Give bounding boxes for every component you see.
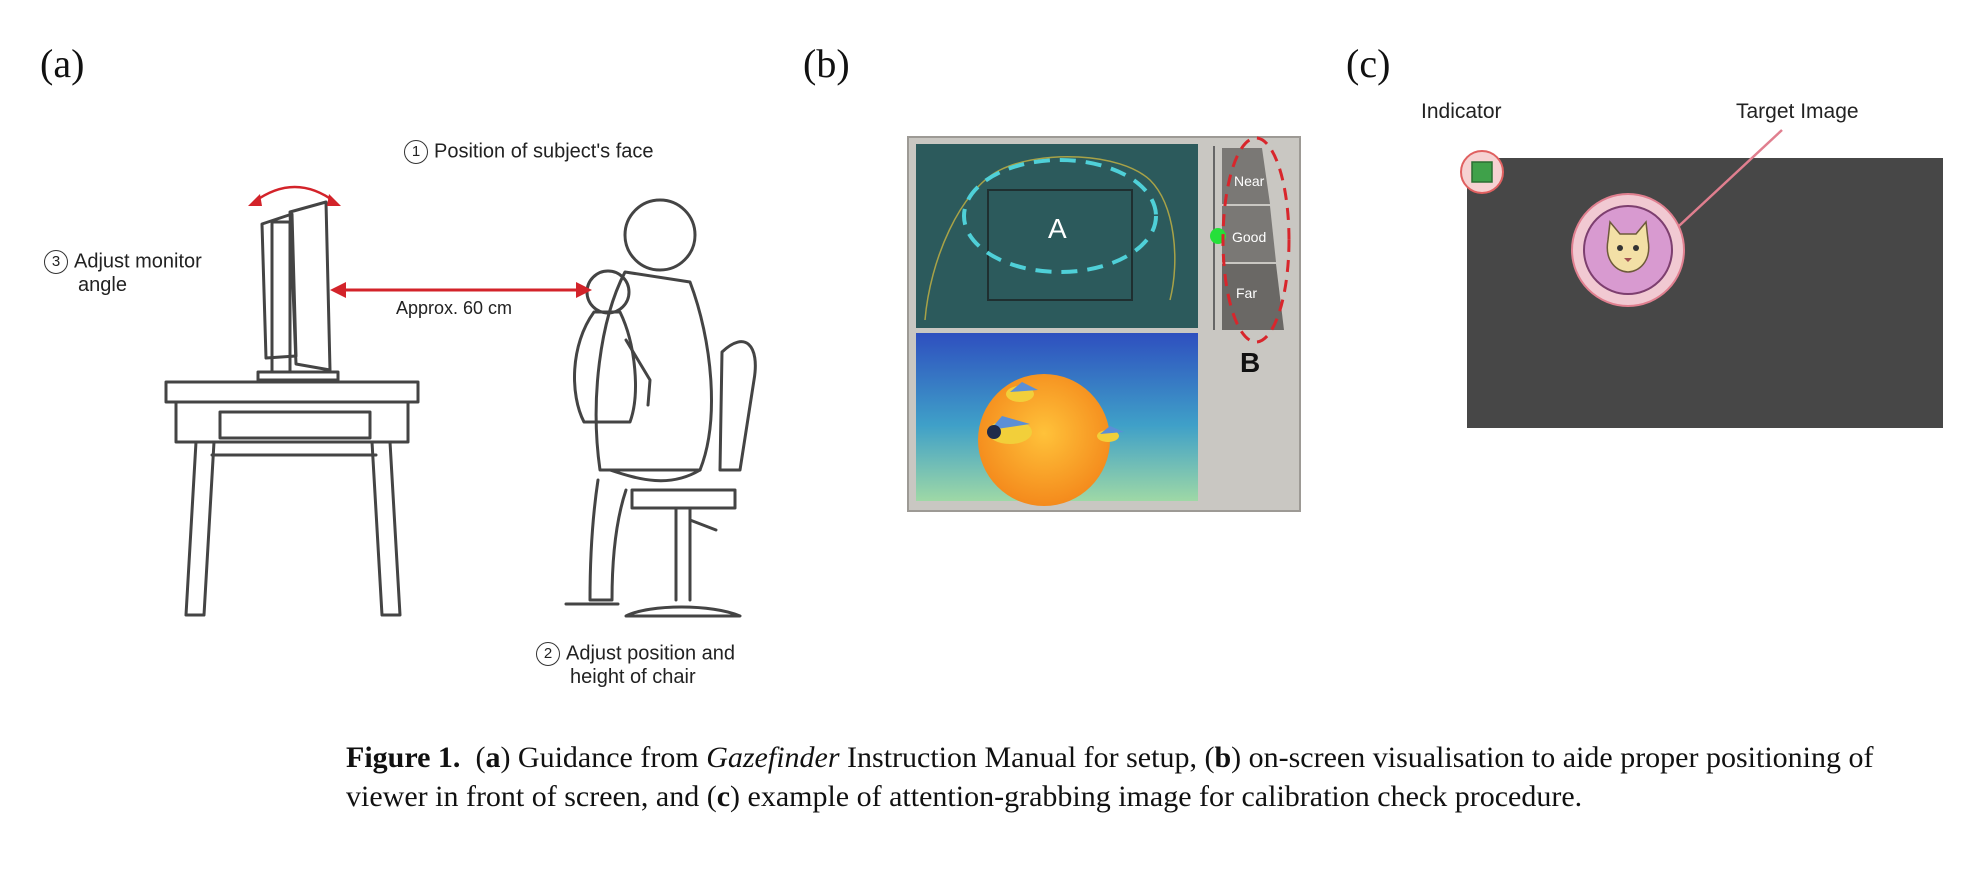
- step-2-annotation: 2 Adjust position and height of chair: [536, 642, 735, 689]
- b-scale-good-label: Good: [1232, 229, 1266, 245]
- c-target-label: Target Image: [1736, 100, 1859, 123]
- figure-caption: Figure 1. (a) Guidance from Gazefinder I…: [346, 741, 1874, 813]
- panel-b-label: (b): [803, 41, 850, 86]
- chair-back: [718, 340, 757, 472]
- b-scale-near-label: Near: [1234, 173, 1265, 189]
- desk-apron: [174, 400, 410, 444]
- desk-leg-left: [184, 440, 216, 617]
- b-face-outline: [924, 156, 1176, 321]
- b-target-ellipse: [962, 158, 1158, 274]
- step-2-line1: Adjust position and: [566, 642, 736, 665]
- b-area-b-label: B: [1240, 347, 1260, 378]
- b-scale-ellipse: [1221, 136, 1291, 344]
- desk-drawer: [218, 410, 372, 440]
- chair-lever: [688, 518, 718, 532]
- child-body: [573, 310, 637, 424]
- person-thigh: [608, 468, 702, 483]
- c-screen: [1467, 158, 1943, 428]
- caption-c-letter: c: [716, 780, 731, 813]
- step-3-annotation: 3 Adjust monitor angle: [44, 250, 202, 297]
- panel-c-label: (c): [1346, 41, 1391, 86]
- panel-a-label: (a): [40, 41, 85, 86]
- step-1-annotation: 1 Position of subject's face: [404, 140, 654, 164]
- desk-leg-right: [370, 440, 402, 617]
- caption-c-text: ) example of attention-grabbing image fo…: [730, 780, 1583, 813]
- c-indicator-label: Indicator: [1421, 100, 1502, 123]
- child-arm: [624, 338, 652, 407]
- caption-figure-label: Figure 1.: [346, 741, 461, 774]
- c-indicator: [1471, 161, 1493, 183]
- b-sun: [978, 374, 1110, 506]
- b-bird-2: [1006, 382, 1038, 402]
- b-camera-view: [916, 144, 1198, 328]
- chair-seat: [630, 488, 737, 510]
- monitor-stand: [270, 220, 292, 374]
- b-scale-far: [1222, 264, 1284, 330]
- step-3-line2: angle: [78, 274, 127, 296]
- step-3-line1: Adjust monitor: [74, 250, 202, 273]
- distance-arrowhead-right: [576, 282, 592, 298]
- caption-b-letter: b: [1214, 741, 1232, 774]
- rotation-arrowhead-left: [248, 194, 262, 206]
- c-cat-face-icon: [1606, 220, 1650, 273]
- b-scale-far-label: Far: [1236, 285, 1257, 301]
- person-shin: [588, 478, 628, 602]
- rotation-arc: [253, 185, 336, 204]
- chair-pole: [674, 506, 692, 602]
- caption-b-text: ) on-screen visualisation to aide proper…: [346, 741, 1874, 813]
- caption-a-text-before: ) Guidance from: [500, 741, 707, 774]
- step-1-text: Position of subject's face: [434, 140, 654, 163]
- distance-arrowhead-left: [330, 282, 346, 298]
- b-bird-3: [1097, 426, 1124, 442]
- b-area-a-label: A: [1048, 213, 1067, 244]
- b-scale-good: [1222, 206, 1276, 262]
- distance-label: Approx. 60 cm: [396, 298, 513, 318]
- step-1-number: 1: [404, 140, 428, 164]
- caption-a-text-after: Instruction Manual for setup, (: [839, 741, 1215, 774]
- monitor-base: [256, 370, 340, 382]
- step-2-line2: height of chair: [570, 666, 696, 688]
- b-bird-1: [987, 416, 1032, 444]
- rotation-arrowhead-right: [327, 194, 341, 206]
- desk-top: [164, 380, 420, 404]
- chair-base: [624, 605, 742, 618]
- caption-a-letter: a: [485, 741, 501, 774]
- b-face-box: [987, 189, 1133, 301]
- person-head: [623, 198, 697, 272]
- c-target-leader: [1665, 129, 1783, 239]
- monitor-back: [260, 212, 298, 360]
- caption-a-italic: Gazefinder: [706, 741, 840, 774]
